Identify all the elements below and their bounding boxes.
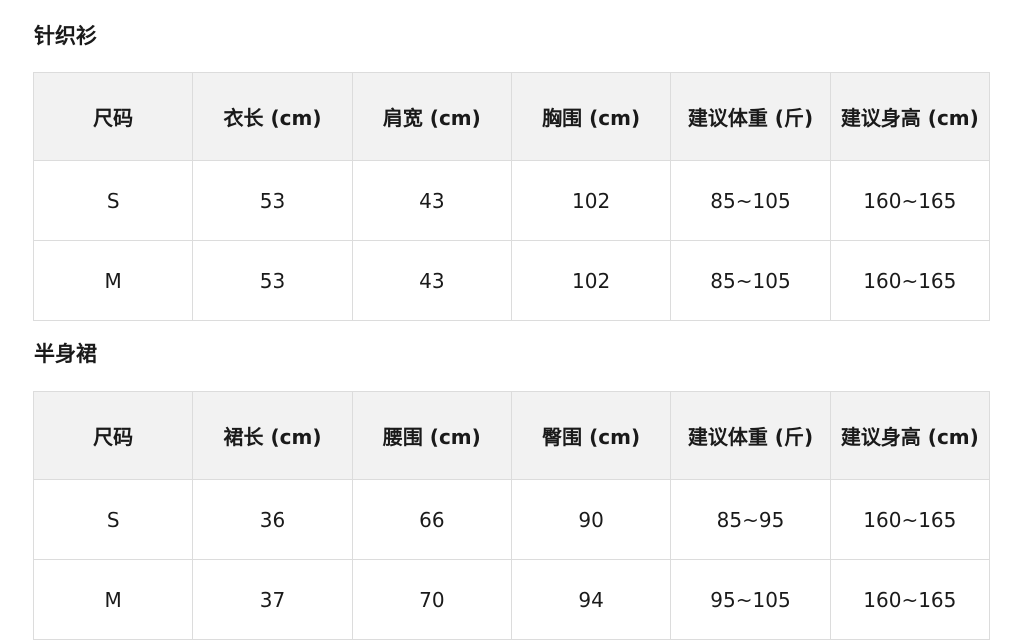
table-cell: 66 <box>351 479 512 560</box>
table-cell: 160~165 <box>829 559 991 640</box>
table-row: M 53 43 102 85~105 160~165 <box>32 240 991 321</box>
column-header: 建议身高 (cm) <box>829 72 991 161</box>
table-cell: 70 <box>351 559 512 640</box>
table-cell: 102 <box>510 160 672 241</box>
table-row: S 36 66 90 85~95 160~165 <box>32 479 991 560</box>
table-cell: 160~165 <box>829 160 991 241</box>
table-cell: 85~105 <box>670 240 831 321</box>
section-title: 半身裙 <box>34 342 97 366</box>
table-cell: S <box>32 160 194 241</box>
column-header: 胸围 (cm) <box>510 72 672 161</box>
table-cell: M <box>32 559 194 640</box>
size-table: 尺码 裙长 (cm) 腰围 (cm) 臀围 (cm) 建议体重 (斤) 建议身高 (cm)… <box>32 391 991 640</box>
column-header: 衣长 (cm) <box>192 72 353 161</box>
table-cell: 160~165 <box>829 240 991 321</box>
table-cell: 43 <box>351 240 512 321</box>
table-row: M 37 70 94 95~105 160~165 <box>32 559 991 640</box>
column-header: 建议体重 (斤) <box>670 72 831 161</box>
table-cell: 36 <box>192 479 353 560</box>
column-header: 建议体重 (斤) <box>670 391 831 480</box>
column-header: 尺码 <box>32 72 194 161</box>
table-cell: 53 <box>192 240 353 321</box>
column-header: 腰围 (cm) <box>351 391 512 480</box>
column-header: 建议身高 (cm) <box>829 391 991 480</box>
table-cell: 102 <box>510 240 672 321</box>
section-title: 针织衫 <box>34 24 97 48</box>
column-header: 尺码 <box>32 391 194 480</box>
table-cell: M <box>32 240 194 321</box>
header-row: 尺码 裙长 (cm) 腰围 (cm) 臀围 (cm) 建议体重 (斤) 建议身高 (cm) <box>32 391 991 480</box>
table-cell: S <box>32 479 194 560</box>
table-cell: 85~95 <box>670 479 831 560</box>
table-cell: 95~105 <box>670 559 831 640</box>
table-cell: 53 <box>192 160 353 241</box>
table-cell: 37 <box>192 559 353 640</box>
column-header: 臀围 (cm) <box>510 391 672 480</box>
header-row: 尺码 衣长 (cm) 肩宽 (cm) 胸围 (cm) 建议体重 (斤) 建议身高 (cm) <box>32 72 991 161</box>
column-header: 裙长 (cm) <box>192 391 353 480</box>
table-row: S 53 43 102 85~105 160~165 <box>32 160 991 241</box>
table-cell: 85~105 <box>670 160 831 241</box>
table-cell: 43 <box>351 160 512 241</box>
table-cell: 94 <box>510 559 672 640</box>
size-table: 尺码 衣长 (cm) 肩宽 (cm) 胸围 (cm) 建议体重 (斤) 建议身高 (cm)… <box>32 72 991 321</box>
table-cell: 90 <box>510 479 672 560</box>
table-cell: 160~165 <box>829 479 991 560</box>
column-header: 肩宽 (cm) <box>351 72 512 161</box>
